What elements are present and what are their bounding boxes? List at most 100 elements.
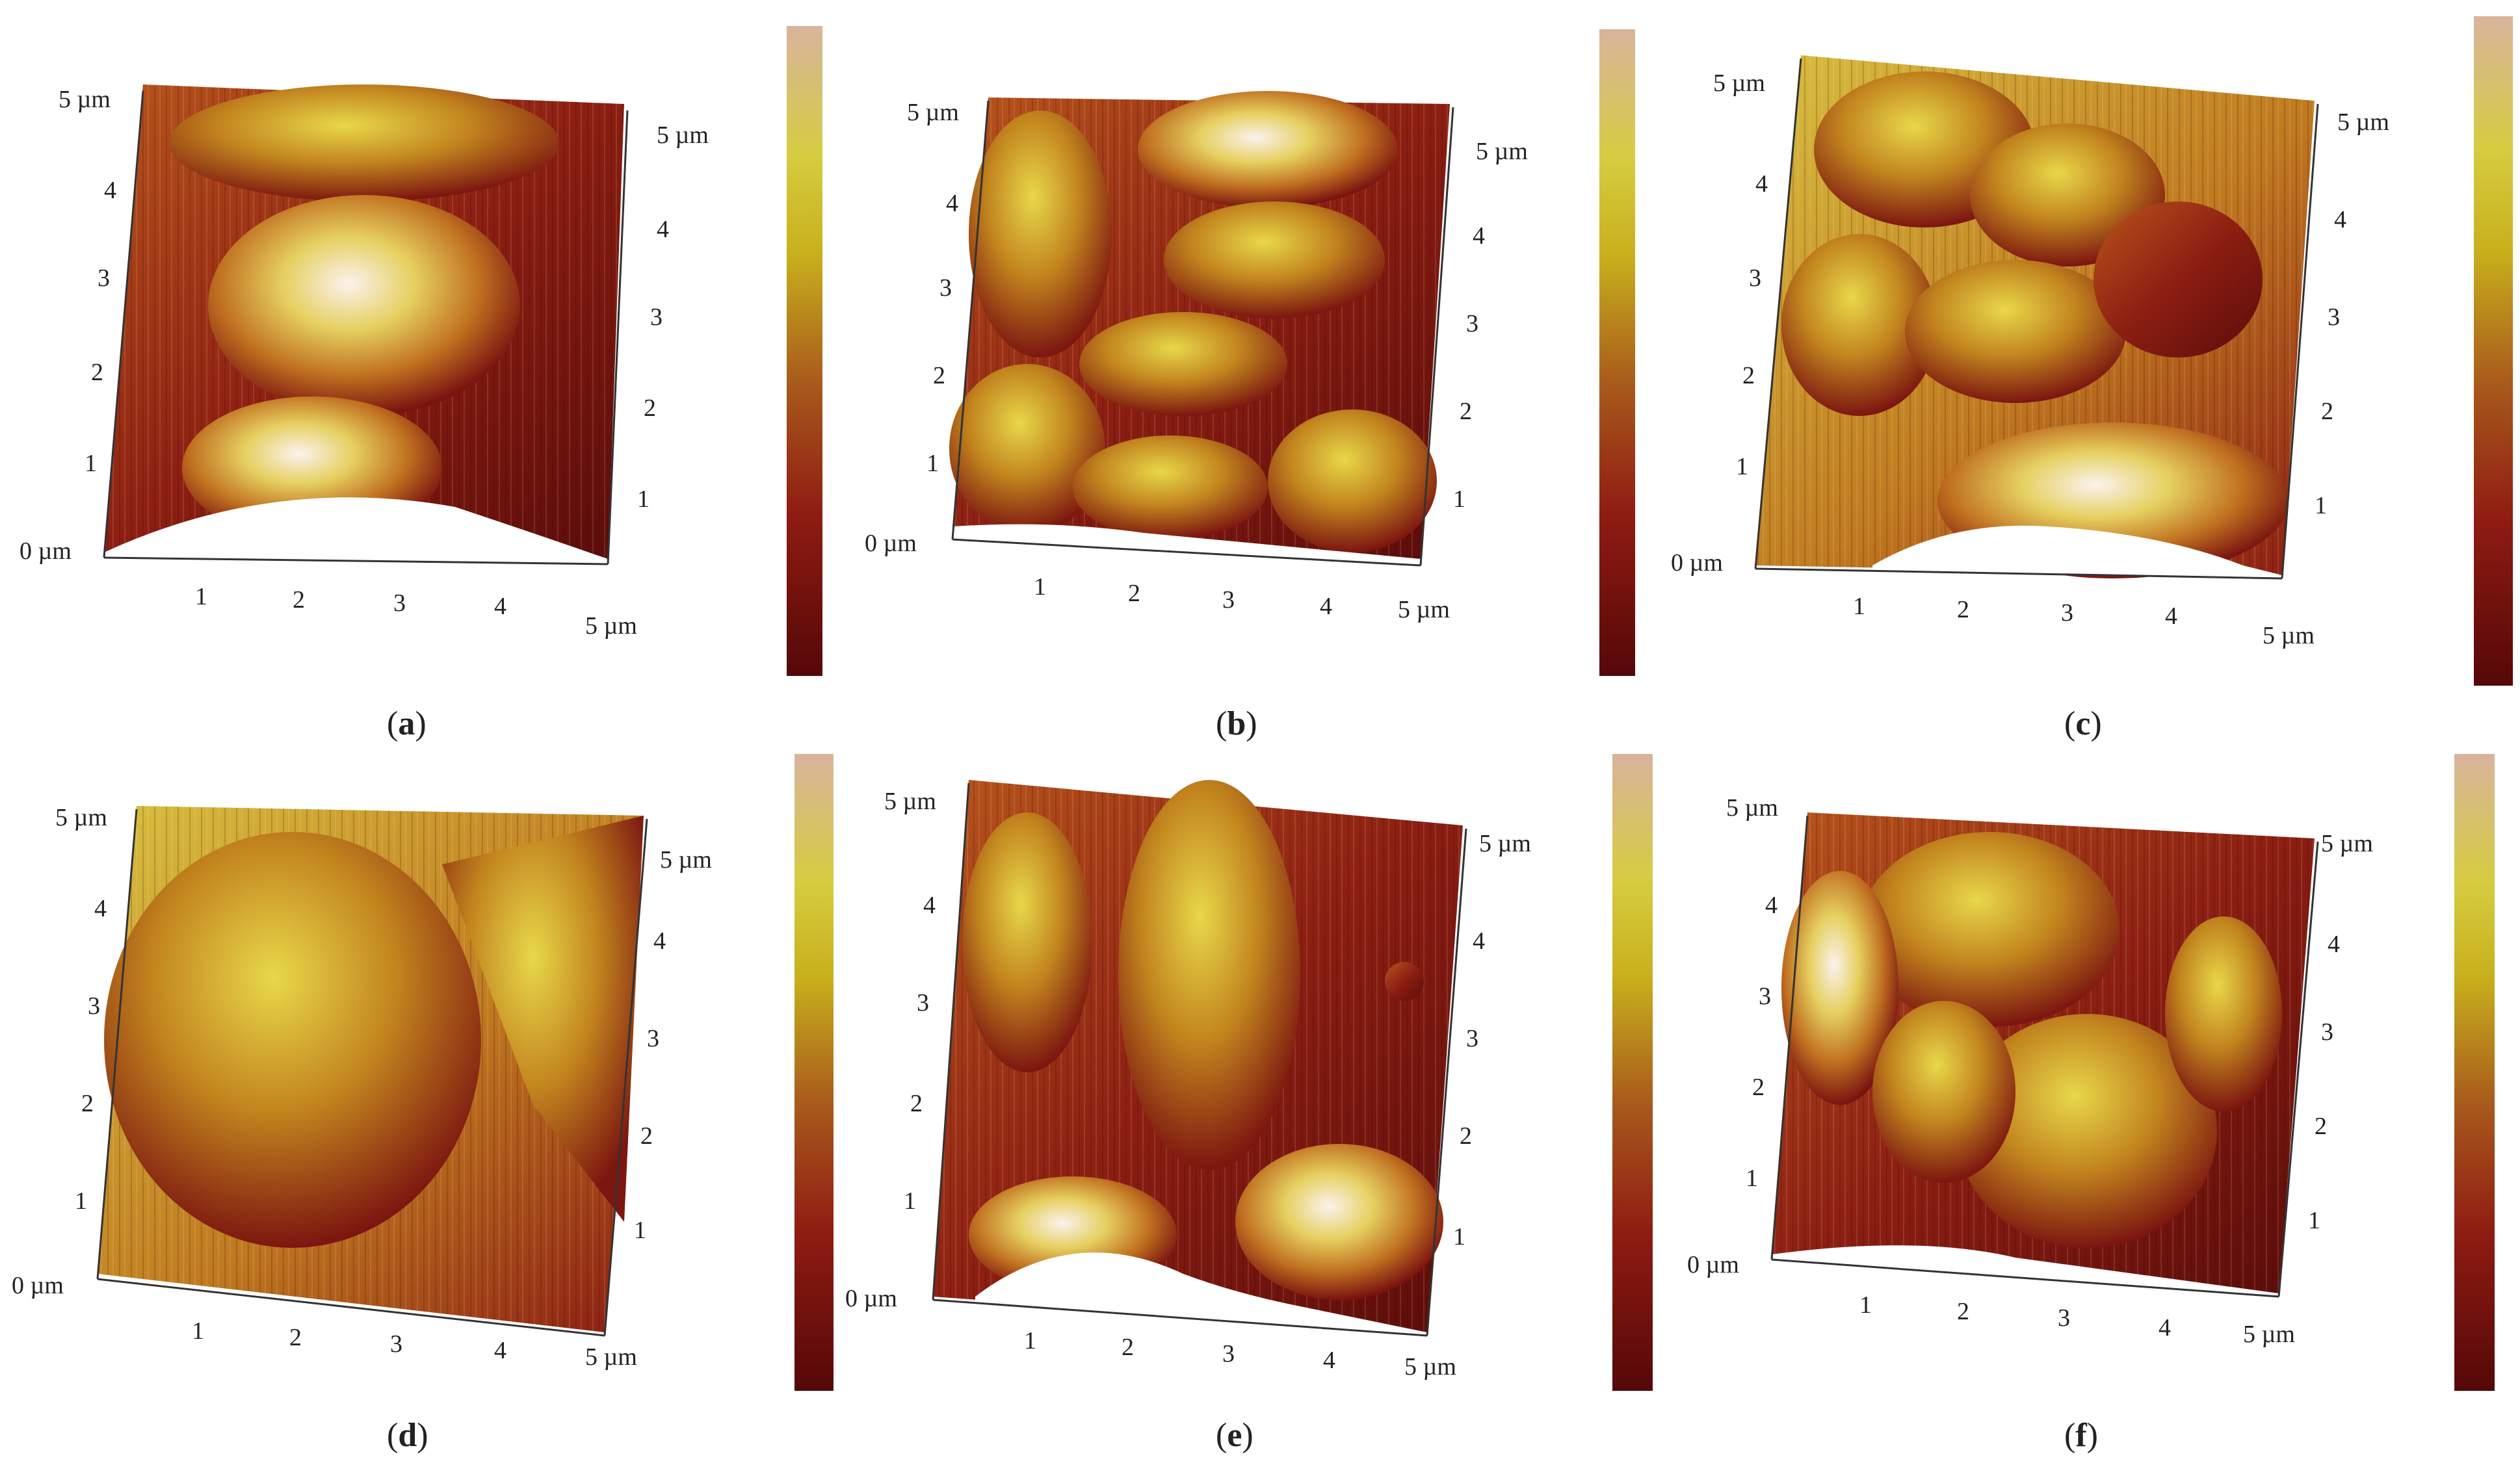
axis-y-tick: 1 <box>1736 453 1748 480</box>
axis-y-right <box>607 110 629 565</box>
axis-z-end-label: 5 µm <box>2337 109 2389 136</box>
axis-y-tick: 1 <box>75 1187 87 1215</box>
axis-z-tick: 4 <box>653 927 666 955</box>
axis-y-tick: 2 <box>1742 362 1755 389</box>
axis-origin-label: 0 µm <box>1671 549 1723 576</box>
axis-z-tick: 2 <box>640 1122 653 1150</box>
axis-z-end-label: 5 µm <box>1476 138 1528 165</box>
color-scale-bar <box>1612 754 1653 1391</box>
axis-z-end-label: 5 µm <box>657 122 709 149</box>
axis-x <box>97 1278 605 1337</box>
axis-y-tick: 4 <box>1765 892 1778 919</box>
axis-x-tick: 1 <box>192 1317 204 1345</box>
axis-y-end-label: 5 µm <box>1726 794 1778 822</box>
axis-z-tick: 3 <box>2328 304 2340 331</box>
axis-z-end-label: 5 µm <box>1479 830 1531 857</box>
axis-z-tick: 1 <box>2308 1207 2320 1234</box>
axis-z-tick: 1 <box>637 486 650 513</box>
axis-z-tick: 2 <box>2321 398 2333 425</box>
axis-x-end-label: 5 µm <box>1404 1353 1456 1380</box>
axis-origin-label: 0 µm <box>845 1285 897 1312</box>
surface-front-edge <box>952 524 1421 565</box>
grain-feature <box>1781 871 1898 1105</box>
axis-x-tick: 1 <box>1034 573 1046 601</box>
afm-panel-f: 0 µm 5 µm 4 3 2 1 1 2 3 4 5 µm 5 µm 4 3 … <box>1687 754 2495 1454</box>
axis-x-tick: 2 <box>1128 580 1140 607</box>
axis-x-tick: 3 <box>2061 599 2073 627</box>
axis-y-tick: 2 <box>910 1090 923 1117</box>
axis-y-end-label: 5 µm <box>907 99 959 126</box>
grain-feature <box>1859 832 2120 1027</box>
panel-caption-letter: d <box>398 1417 417 1454</box>
axis-y-tick: 1 <box>1746 1165 1758 1192</box>
axis-x <box>952 538 1421 567</box>
axis-y-end-label: 5 µm <box>59 86 111 113</box>
axis-x-tick: 4 <box>2165 602 2177 630</box>
color-scale-bar <box>794 754 833 1391</box>
axis-y-end-label: 5 µm <box>884 788 936 815</box>
axis-y-right <box>603 818 648 1336</box>
axis-y-tick: 1 <box>926 450 939 477</box>
grain-feature <box>949 364 1105 533</box>
axis-y-tick: 4 <box>104 177 116 204</box>
axis-z-tick: 2 <box>1460 1122 1472 1150</box>
axis-y-tick: 1 <box>85 450 97 477</box>
axis-x-tick: 1 <box>1024 1327 1036 1354</box>
afm-panel-a: 0 µm 5 µm 4 3 2 1 1 2 3 4 5 µm 5 µm 4 3 … <box>20 26 822 742</box>
axis-z-tick: 4 <box>1473 927 1485 955</box>
grain-feature <box>169 84 559 201</box>
axis-y <box>103 90 144 558</box>
axis-y-tick: 4 <box>946 190 958 217</box>
axis-x-tick: 3 <box>390 1330 402 1358</box>
axis-z-tick: 2 <box>644 395 656 422</box>
grain-feature <box>1905 260 2126 403</box>
grain-feature <box>208 195 520 416</box>
grain-feature <box>1781 234 1937 416</box>
axis-x-tick: 2 <box>1957 1298 1969 1325</box>
axis-y <box>96 809 138 1280</box>
panel-caption-letter: e <box>1227 1417 1242 1454</box>
axis-y <box>951 100 990 540</box>
axis-y-tick: 2 <box>91 359 103 386</box>
axis-z-end-label: 5 µm <box>2321 830 2373 857</box>
grain-feature <box>1872 1001 2015 1183</box>
axis-x-tick: 4 <box>1323 1347 1335 1374</box>
axis-x <box>103 556 609 565</box>
axis-y-tick: 1 <box>904 1187 916 1215</box>
surface-front-edge <box>1872 525 2282 575</box>
axis-y-tick: 2 <box>933 362 945 389</box>
axis-y-tick: 3 <box>88 992 100 1020</box>
axis-y-tick: 3 <box>939 274 952 302</box>
axis-x-tick: 4 <box>1320 593 1332 620</box>
axis-x-tick: 4 <box>2159 1314 2171 1341</box>
axis-x-end-label: 5 µm <box>585 612 637 640</box>
axis-y-right <box>2277 841 2319 1297</box>
axis-y-tick: 3 <box>1749 265 1761 292</box>
axis-x <box>932 1299 1428 1337</box>
axis-y <box>932 783 970 1301</box>
panel-caption-letter: b <box>1227 705 1246 742</box>
axis-y-tick: 3 <box>917 989 929 1016</box>
grain-feature <box>104 832 481 1248</box>
axis-x-tick: 3 <box>1222 586 1235 614</box>
axis-x-end-label: 5 µm <box>2263 622 2315 649</box>
axis-y-tick: 4 <box>1755 170 1768 198</box>
axis-origin-label: 0 µm <box>12 1272 64 1299</box>
axis-y <box>1770 815 1809 1260</box>
axis-y-right <box>1419 107 1454 566</box>
afm-panel-d: 0 µm 5 µm 4 3 2 1 1 2 3 4 5 µm 5 µm 4 3 … <box>12 754 833 1454</box>
axis-x-tick: 4 <box>494 1337 506 1364</box>
grain-feature <box>1164 201 1385 318</box>
axis-z-tick: 1 <box>1453 486 1465 513</box>
axis-z-tick: 4 <box>657 216 669 243</box>
axis-origin-label: 0 µm <box>865 530 917 557</box>
color-scale-bar <box>1599 29 1635 676</box>
axis-x-end-label: 5 µm <box>2243 1321 2295 1348</box>
grain-feature <box>962 812 1092 1072</box>
axis-z-tick: 2 <box>1460 398 1472 425</box>
panel-caption-letter: a <box>398 705 415 742</box>
axis-z-tick: 1 <box>2315 492 2327 519</box>
axis-origin-label: 0 µm <box>20 537 72 565</box>
axis-y-tick: 4 <box>94 895 107 922</box>
